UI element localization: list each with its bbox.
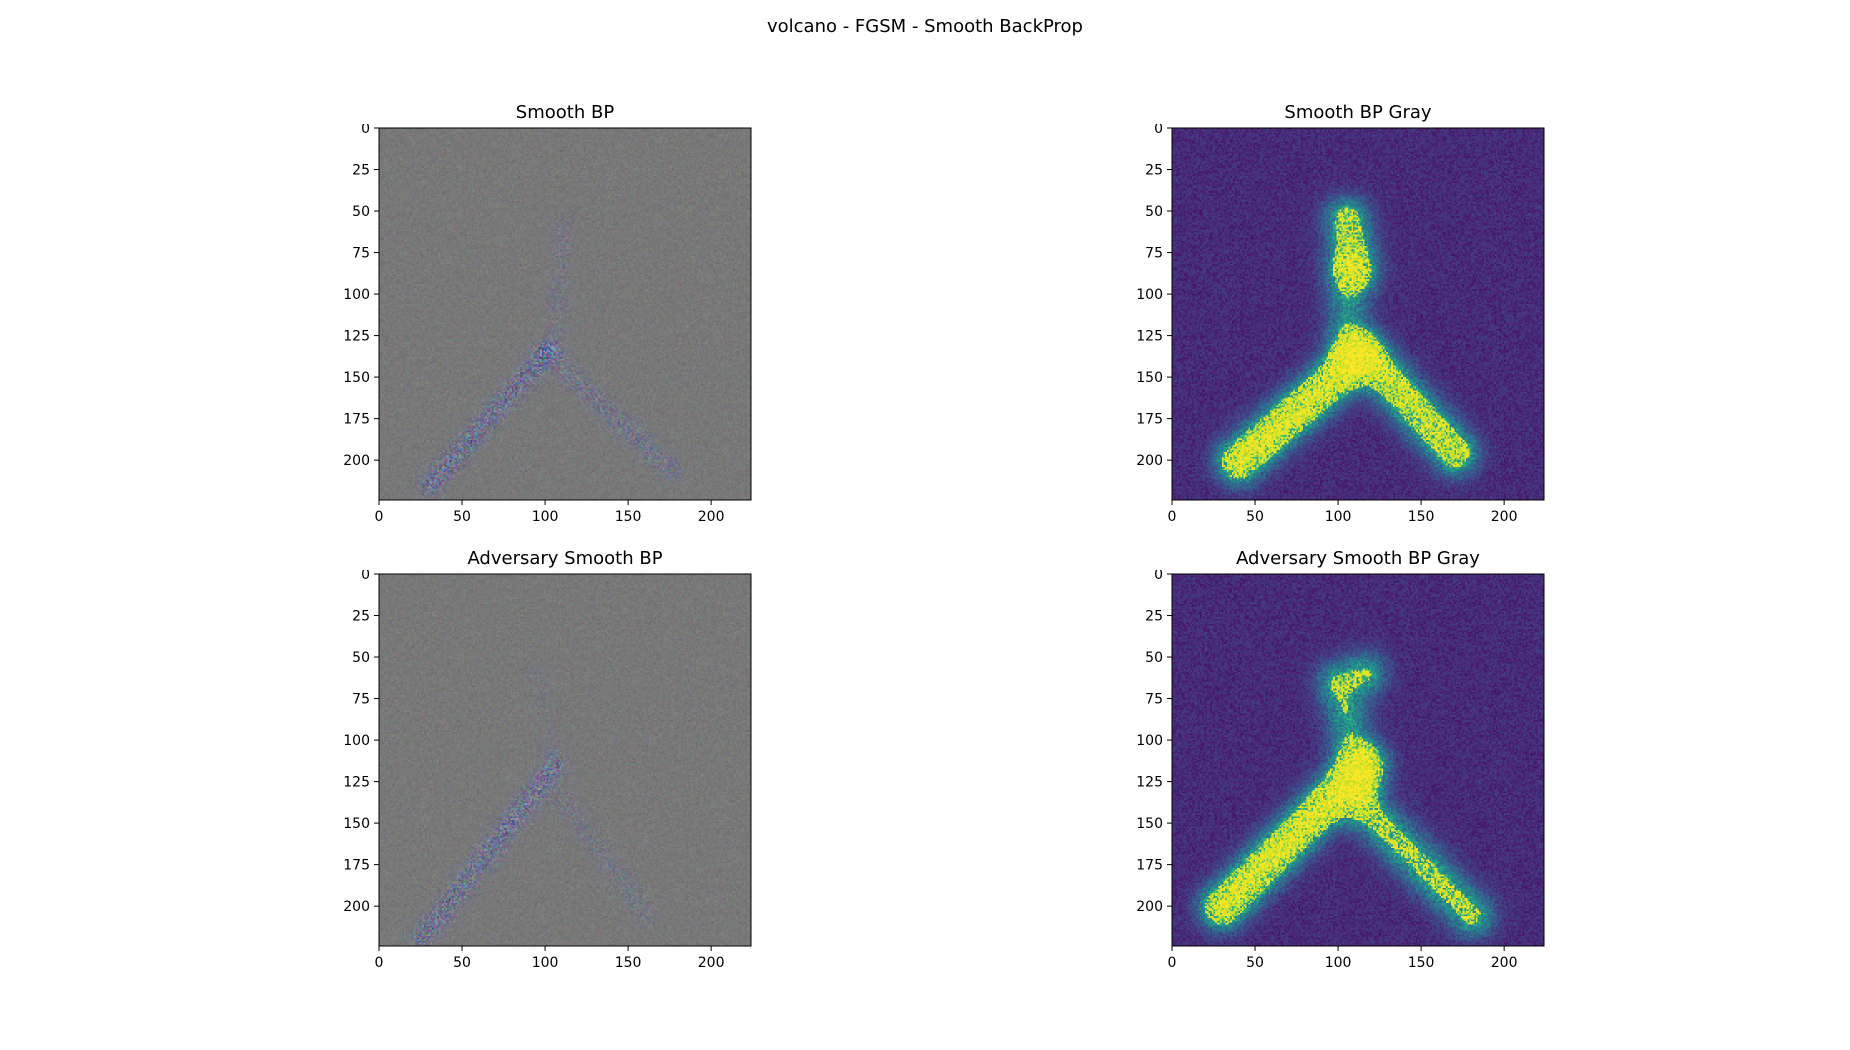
panel-smooth-bp-gray: Smooth BP Gray 0 50 100 150 200 0 25 50 75 100 125… bbox=[1108, 102, 1568, 552]
heatmap-plot: 0 50 100 150 200 0 25 50 75 100 125 150 175 200 bbox=[315, 570, 775, 990]
y-tick-label: 125 bbox=[343, 329, 370, 345]
heatmap-svg: 0 50 100 150 200 0 25 50 75 100 125 150 175 200 bbox=[1136, 124, 1545, 525]
y-tick-label: 75 bbox=[352, 246, 370, 262]
x-tick-label: 100 bbox=[532, 509, 559, 525]
y-tick-label: 200 bbox=[1136, 899, 1163, 915]
heatmap-image bbox=[1172, 574, 1544, 946]
y-tick-label: 25 bbox=[1145, 609, 1163, 625]
y-tick-label: 25 bbox=[352, 163, 370, 179]
y-tick-label: 175 bbox=[343, 858, 370, 874]
y-tick-label: 125 bbox=[1136, 775, 1163, 791]
y-tick-label: 175 bbox=[1136, 858, 1163, 874]
y-tick-label: 175 bbox=[343, 412, 370, 428]
axes-frame bbox=[378, 573, 752, 947]
y-tick-label: 125 bbox=[1136, 329, 1163, 345]
heatmap-image bbox=[379, 128, 751, 500]
y-tick-label: 50 bbox=[352, 204, 370, 220]
y-tick-label: 75 bbox=[1145, 246, 1163, 262]
y-tick-label: 75 bbox=[1145, 692, 1163, 708]
x-tick-label: 50 bbox=[453, 509, 471, 525]
panel-smooth-bp: Smooth BP 0 50 100 150 200 0 25 50 75 100 125 150 17… bbox=[315, 102, 775, 552]
x-tick-label: 100 bbox=[532, 955, 559, 971]
x-tick-label: 150 bbox=[1408, 955, 1435, 971]
x-tick-label: 0 bbox=[375, 509, 384, 525]
x-tick-label: 50 bbox=[1246, 955, 1264, 971]
y-tick-label: 0 bbox=[361, 570, 370, 583]
panel-title: Adversary Smooth BP bbox=[467, 548, 663, 569]
panel-title: Smooth BP bbox=[515, 102, 615, 123]
figure-title: volcano - FGSM - Smooth BackProp bbox=[766, 16, 1083, 37]
axes-frame bbox=[1171, 573, 1545, 947]
panel-adversary-smooth-bp-gray: Adversary Smooth BP Gray 0 50 100 150 200 0 25… bbox=[1108, 548, 1568, 998]
y-tick-label: 200 bbox=[343, 453, 370, 469]
axes-frame bbox=[378, 127, 752, 501]
x-tick-label: 150 bbox=[615, 955, 642, 971]
x-tick-label: 150 bbox=[1408, 509, 1435, 525]
panel-title: Adversary Smooth BP Gray bbox=[1236, 548, 1480, 569]
x-tick-label: 200 bbox=[698, 509, 725, 525]
x-tick-label: 200 bbox=[1491, 509, 1518, 525]
x-tick-label: 50 bbox=[1246, 509, 1264, 525]
y-tick-label: 175 bbox=[1136, 412, 1163, 428]
heatmap-image bbox=[1172, 128, 1544, 500]
y-tick-label: 75 bbox=[352, 692, 370, 708]
y-tick-label: 125 bbox=[343, 775, 370, 791]
heatmap-svg: 0 50 100 150 200 0 25 50 75 100 125 150 175 200 bbox=[343, 124, 752, 525]
y-tick-label: 50 bbox=[1145, 650, 1163, 666]
panel-adversary-smooth-bp: Adversary Smooth BP 0 50 100 150 200 0 25 50 75 1… bbox=[315, 548, 775, 998]
y-tick-label: 150 bbox=[1136, 816, 1163, 832]
y-tick-label: 100 bbox=[343, 287, 370, 303]
y-tick-label: 100 bbox=[1136, 287, 1163, 303]
y-tick-label: 25 bbox=[1145, 163, 1163, 179]
y-tick-label: 100 bbox=[1136, 733, 1163, 749]
x-tick-label: 100 bbox=[1325, 955, 1352, 971]
x-tick-label: 200 bbox=[1491, 955, 1518, 971]
y-tick-label: 0 bbox=[1154, 124, 1163, 137]
y-tick-label: 200 bbox=[1136, 453, 1163, 469]
y-tick-label: 0 bbox=[361, 124, 370, 137]
heatmap-plot: 0 50 100 150 200 0 25 50 75 100 125 150 175 200 bbox=[1108, 570, 1568, 990]
y-tick-label: 50 bbox=[352, 650, 370, 666]
heatmap-svg: 0 50 100 150 200 0 25 50 75 100 125 150 175 200 bbox=[1136, 570, 1545, 971]
x-tick-label: 0 bbox=[375, 955, 384, 971]
x-tick-label: 0 bbox=[1168, 509, 1177, 525]
x-tick-label: 200 bbox=[698, 955, 725, 971]
x-tick-label: 150 bbox=[615, 509, 642, 525]
heatmap-plot: 0 50 100 150 200 0 25 50 75 100 125 150 175 200 bbox=[1108, 124, 1568, 544]
x-tick-label: 50 bbox=[453, 955, 471, 971]
x-tick-label: 100 bbox=[1325, 509, 1352, 525]
panel-title: Smooth BP Gray bbox=[1284, 102, 1432, 123]
y-tick-label: 0 bbox=[1154, 570, 1163, 583]
heatmap-svg: 0 50 100 150 200 0 25 50 75 100 125 150 175 200 bbox=[343, 570, 752, 971]
y-tick-label: 200 bbox=[343, 899, 370, 915]
y-tick-label: 150 bbox=[1136, 370, 1163, 386]
y-tick-label: 50 bbox=[1145, 204, 1163, 220]
y-tick-label: 100 bbox=[343, 733, 370, 749]
heatmap-plot: 0 50 100 150 200 0 25 50 75 100 125 150 175 200 bbox=[315, 124, 775, 544]
y-tick-label: 25 bbox=[352, 609, 370, 625]
axes-frame bbox=[1171, 127, 1545, 501]
y-tick-label: 150 bbox=[343, 370, 370, 386]
y-tick-label: 150 bbox=[343, 816, 370, 832]
x-tick-label: 0 bbox=[1168, 955, 1177, 971]
heatmap-image bbox=[379, 574, 751, 946]
